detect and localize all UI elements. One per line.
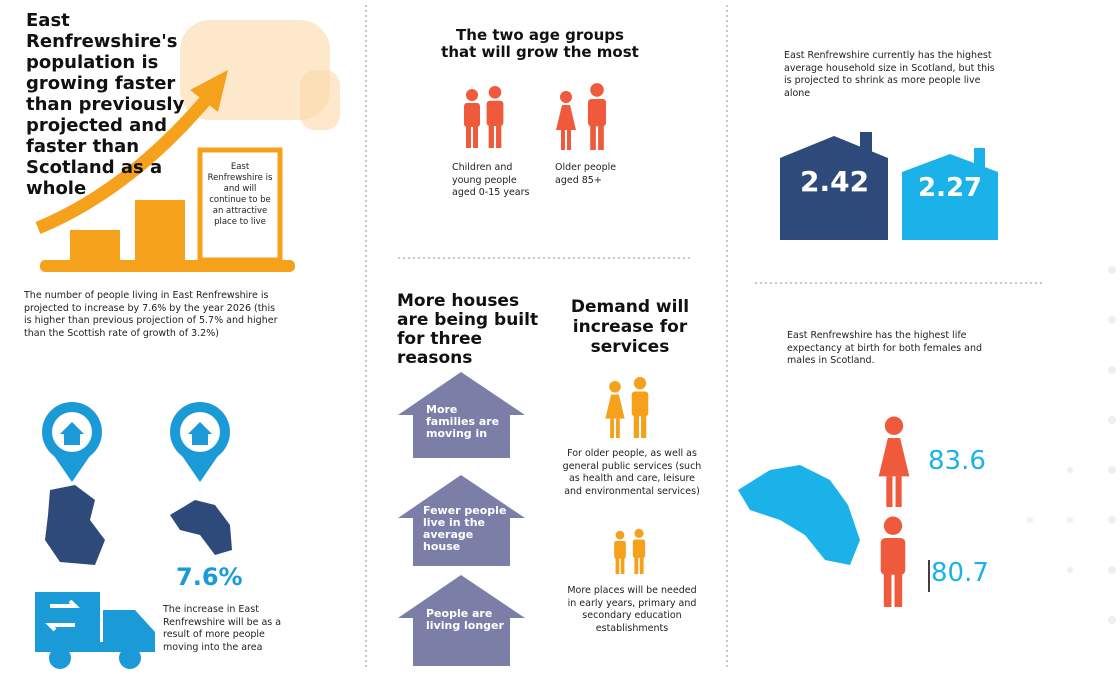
service-item: More places will be needed in early year… bbox=[567, 585, 697, 634]
services-title: Demand will increase for services bbox=[570, 297, 690, 357]
child-icon bbox=[632, 528, 646, 574]
region-map bbox=[170, 500, 232, 555]
female-icon bbox=[878, 416, 910, 507]
female-life-expectancy: 83.6 bbox=[928, 446, 986, 476]
older-man-icon bbox=[631, 377, 649, 438]
older-man-icon bbox=[587, 83, 607, 150]
life-expectancy-text: East Renfrewshire has the highest life e… bbox=[787, 330, 983, 366]
service-item: For older people, as well as general pub… bbox=[562, 448, 702, 497]
scotland-map bbox=[45, 485, 105, 565]
location-pin bbox=[42, 402, 102, 482]
male-icon bbox=[880, 516, 906, 607]
household-projected: 2.27 bbox=[918, 173, 983, 203]
arrow-head bbox=[190, 70, 228, 112]
male-life-expectancy: 80.7 bbox=[931, 558, 989, 588]
reason: More families are moving in bbox=[426, 403, 500, 440]
age-group-label: Children and young people aged 0-15 year… bbox=[452, 162, 530, 198]
older-woman-icon bbox=[605, 380, 625, 438]
household-text: East Renfrewshire currently has the high… bbox=[784, 50, 995, 99]
location-pin bbox=[170, 402, 230, 482]
reason: People are living longer bbox=[426, 607, 504, 632]
region-map bbox=[738, 465, 860, 565]
growth-rate: 7.6% bbox=[176, 563, 243, 591]
age-group-label: Older people aged 85+ bbox=[555, 162, 617, 186]
houses-title: More houses are being built for three re… bbox=[397, 291, 539, 368]
dot-pattern bbox=[1027, 266, 1116, 624]
migration-note: The increase in East Renfrewshire will b… bbox=[163, 604, 282, 653]
house-current bbox=[780, 132, 888, 240]
truck bbox=[35, 592, 155, 669]
box-text: East Renfrewshire is and will continue t… bbox=[207, 162, 273, 227]
household-current: 2.42 bbox=[800, 165, 870, 198]
reason: Fewer people live in the average house bbox=[423, 504, 507, 553]
house-shape bbox=[398, 372, 525, 666]
child-icon bbox=[464, 89, 480, 148]
headline: East Renfrewshire's population is growin… bbox=[26, 10, 185, 199]
age-groups-title: The two age groups that will grow the mo… bbox=[441, 26, 639, 61]
growth-chart bbox=[40, 147, 295, 272]
arrow bbox=[35, 90, 215, 235]
house-projected bbox=[902, 148, 998, 240]
older-woman-icon bbox=[556, 91, 576, 150]
child-icon bbox=[614, 530, 626, 574]
intro: The number of people living in East Renf… bbox=[24, 290, 278, 339]
child-icon bbox=[486, 86, 504, 148]
